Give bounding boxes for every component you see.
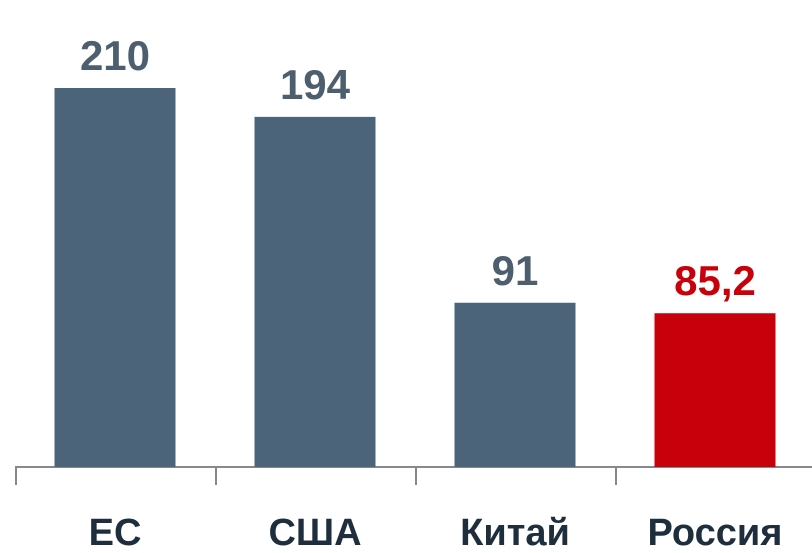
data-label: 210 <box>80 32 150 79</box>
data-label: 91 <box>492 247 539 294</box>
x-tick-label: США <box>268 512 361 553</box>
data-label: 194 <box>280 61 351 108</box>
x-tick-label: ЕС <box>89 512 142 553</box>
x-tick-label: Китай <box>460 512 570 553</box>
bar <box>654 313 776 467</box>
bar <box>54 88 176 467</box>
bar <box>254 116 376 467</box>
x-tick-label: Россия <box>648 512 783 553</box>
data-label: 85,2 <box>674 257 756 304</box>
bar <box>454 302 576 467</box>
